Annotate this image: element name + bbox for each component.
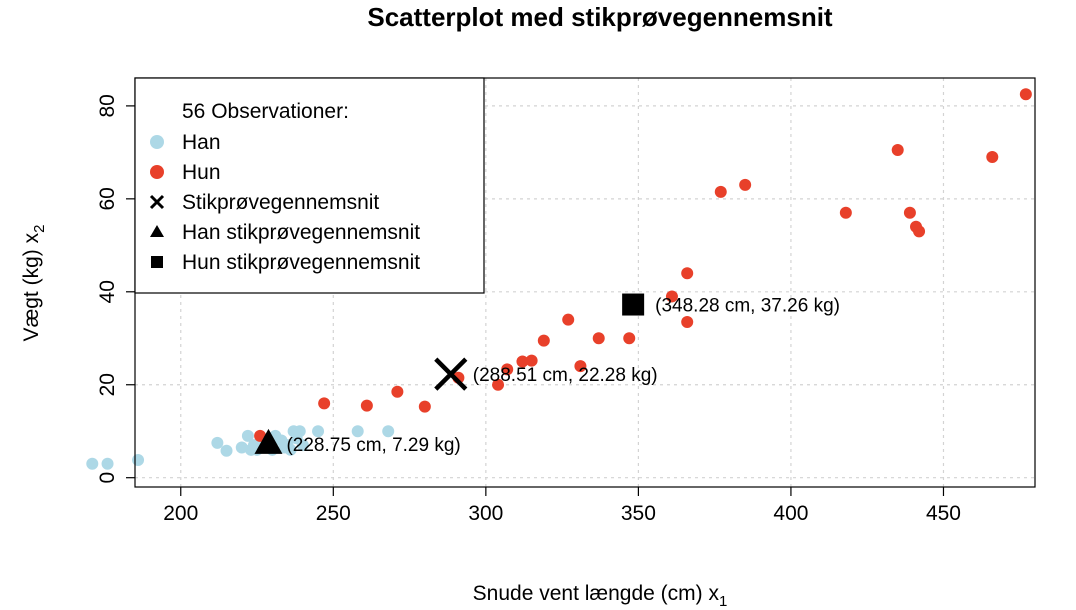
point-hun [903, 206, 916, 219]
x-axis: 200 250 300 350 400 450 [163, 487, 961, 525]
legend-box [134, 77, 485, 294]
legend-marker-circle [150, 135, 164, 149]
y-axis: 0 20 40 60 80 [96, 94, 135, 484]
point-hun [739, 178, 752, 191]
point-han [132, 454, 145, 467]
legend-label: Han [182, 131, 221, 154]
legend-label: Hun [182, 161, 221, 184]
legend-marker-circle [150, 165, 164, 179]
x-tick-label: 450 [926, 502, 961, 525]
point-hun [574, 360, 587, 373]
point-han [220, 444, 233, 457]
point-hun [891, 144, 904, 157]
point-hun [665, 290, 678, 303]
point-hun [501, 363, 514, 376]
point-hun [986, 151, 999, 164]
legend-label: Han stikprøvegennemsnit [182, 221, 420, 244]
point-hun [681, 316, 694, 329]
point-hun [592, 332, 605, 345]
x-tick-label: 300 [468, 502, 503, 525]
mean-annotation-hun: (348.28 cm, 37.26 kg) [655, 296, 840, 317]
y-tick-label: 0 [96, 472, 119, 484]
point-han [284, 443, 297, 456]
legend-title: 56 Observationer: [182, 100, 349, 123]
legend-marker-triangle [150, 225, 164, 237]
hun-mean-marker [622, 293, 645, 316]
x-axis-label-text: Snude vent længde (cm) x [473, 582, 720, 605]
point-hun [537, 334, 550, 347]
point-hun [492, 378, 505, 391]
point-han [382, 425, 395, 438]
legend-marker-cross [149, 194, 165, 210]
y-axis-label: Vægt (kg) x2 [20, 225, 48, 342]
x-tick-label: 200 [163, 502, 198, 525]
point-hun [1019, 88, 1032, 101]
point-hun [913, 225, 926, 238]
point-han [296, 439, 309, 452]
x-tick-label: 350 [621, 502, 656, 525]
point-hun [360, 399, 373, 412]
mean-annotation-overall: (288.51 cm, 22.28 kg) [473, 365, 658, 386]
point-hun [525, 354, 538, 367]
y-tick-label: 80 [96, 94, 119, 117]
point-han [211, 436, 224, 449]
chart-title: Scatterplot med stikprøvegennemsnit [367, 2, 833, 32]
point-hun [681, 267, 694, 280]
point-hun [623, 332, 636, 345]
y-tick-label: 20 [96, 373, 119, 396]
point-han [86, 457, 99, 470]
y-tick-label: 60 [96, 187, 119, 210]
point-hun [516, 355, 529, 368]
point-hun [318, 397, 331, 410]
point-han [241, 429, 254, 442]
point-han [101, 457, 114, 470]
point-hun [839, 206, 852, 219]
point-hun [714, 185, 727, 198]
mean-markers: (288.51 cm, 22.28 kg) (228.75 cm, 7.29 kg… [254, 293, 840, 456]
overall-mean-marker [434, 357, 468, 391]
point-han [293, 425, 306, 438]
x-axis-label-subscript: 1 [719, 593, 727, 610]
legend: 56 Observationer: Han Hun Stikprøvegennems… [134, 77, 485, 294]
legend-label: Stikprøvegennemsnit [182, 191, 379, 214]
point-han [312, 425, 325, 438]
han-mean-marker [254, 428, 283, 454]
point-hun [418, 400, 431, 413]
y-axis-label-subscript: 2 [31, 225, 48, 233]
point-hun [562, 313, 575, 326]
x-tick-label: 400 [773, 502, 808, 525]
mean-annotation-han: (228.75 cm, 7.29 kg) [286, 435, 460, 456]
legend-items: Han Hun Stikprøvegennemsnit Han stikprøvege… [149, 131, 420, 274]
point-hun [391, 385, 404, 398]
legend-marker-square [151, 256, 163, 268]
point-han [235, 441, 248, 454]
x-tick-label: 250 [316, 502, 351, 525]
x-axis-label: Snude vent længde (cm) x1 [473, 582, 728, 610]
y-axis-label-text: Vægt (kg) x [20, 232, 43, 341]
y-tick-label: 40 [96, 280, 119, 303]
legend-label: Hun stikprøvegennemsnit [182, 251, 420, 274]
point-han [351, 425, 364, 438]
